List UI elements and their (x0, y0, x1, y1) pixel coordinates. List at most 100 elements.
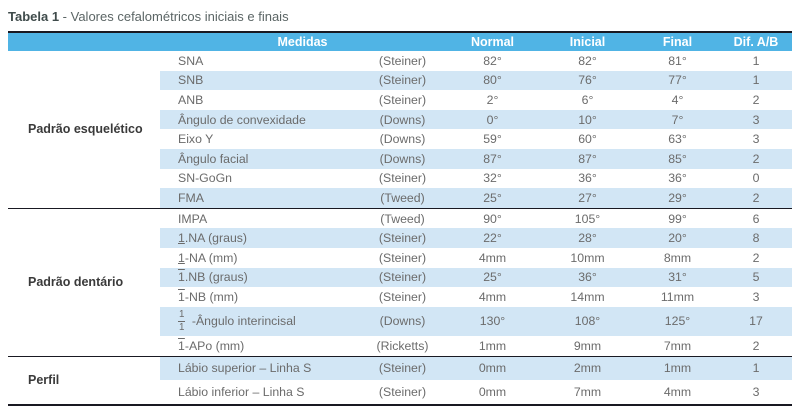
measure-label: Lábio superior – Linha S (178, 361, 312, 376)
cell-final: 29° (668, 190, 687, 205)
cell-dif: 17 (749, 314, 763, 329)
upper-incisor-1: 1 (178, 250, 185, 265)
table-section-1: Padrão esquelético SNA (Steiner) 82° 82° 81° 1… (8, 51, 792, 209)
table-row: Lábio inferior – Linha S (Steiner) 0mm 7mm 4… (160, 380, 792, 404)
cell-normal: 90° (483, 211, 502, 226)
cell-dif: 2 (752, 250, 760, 265)
section-label: Perfil (28, 373, 60, 388)
cell-dif: 1 (752, 73, 760, 88)
section-label: Padrão esquelético (28, 122, 143, 137)
cell-normal: 0mm (478, 384, 507, 399)
cell-method: (Downs) (379, 151, 426, 166)
cell-measure: IMPA (160, 212, 360, 226)
cell-normal: 82° (483, 53, 502, 68)
table-row: 1 -NA (mm) (Steiner) 4mm 10mm 8mm 2 (160, 248, 792, 268)
header-dif: Dif. A/B (733, 35, 779, 49)
section-label: Padrão dentário (28, 275, 124, 290)
cell-final: 99° (668, 211, 687, 226)
measure-label: -Ângulo interincisal (188, 314, 296, 329)
cell-dif: 1 (752, 361, 760, 376)
header-medidas: Medidas (277, 35, 328, 49)
cell-dif: 3 (752, 132, 760, 147)
lower-incisor-1: 1 (178, 270, 185, 285)
cell-method: (Steiner) (378, 73, 427, 88)
cell-dif: 3 (752, 112, 760, 127)
cell-inicial: 2mm (573, 361, 602, 376)
cell-method: (Downs) (379, 132, 426, 147)
measure-label: Ângulo facial (178, 151, 249, 166)
cell-inicial: 87° (578, 151, 597, 166)
section-rows: Lábio superior – Linha S (Steiner) 0mm 2mm 1… (160, 356, 792, 404)
cell-measure: 1 .NB (graus) (160, 270, 360, 284)
table-caption-label: Tabela 1 (8, 9, 60, 24)
cell-inicial: 36° (578, 171, 597, 186)
cell-normal: 25° (483, 190, 502, 205)
cell-inicial: 108° (574, 314, 601, 329)
cell-method: (Steiner) (378, 384, 427, 399)
cell-final: 7mm (663, 338, 692, 353)
cell-measure: Eixo Y (160, 132, 360, 146)
measure-label: .NB (graus) (184, 270, 248, 285)
cell-measure: 1 .NA (graus) (160, 231, 360, 245)
cell-dif: 2 (752, 92, 760, 107)
table-row: Ângulo facial (Downs) 87° 87° 85° 2 (160, 148, 792, 169)
table-caption-text: - Valores cefalométricos iniciais e fina… (59, 9, 289, 24)
section-rows: IMPA (Tweed) 90° 105° 99° 6 1 .NA (graus) (Stein… (160, 209, 792, 356)
cell-final: 63° (668, 132, 687, 147)
cell-normal: 32° (483, 171, 502, 186)
table-body: Padrão esquelético SNA (Steiner) 82° 82° 81° 1… (8, 51, 792, 406)
upper-incisor-1: 1 (178, 231, 185, 246)
cell-inicial: 27° (578, 190, 597, 205)
cell-method: (Tweed) (380, 211, 425, 226)
table-row: Lábio superior – Linha S (Steiner) 0mm 2mm 1… (160, 356, 792, 381)
table-row: IMPA (Tweed) 90° 105° 99° 6 (160, 209, 792, 229)
cell-method: (Steiner) (378, 361, 427, 376)
cell-normal: 1mm (478, 338, 507, 353)
cell-measure: Lábio inferior – Linha S (160, 385, 360, 399)
cell-method: (Steiner) (378, 231, 427, 246)
cell-inicial: 9mm (573, 338, 602, 353)
cell-measure: ANB (160, 93, 360, 107)
table-row: 1 -NB (mm) (Steiner) 4mm 14mm 11mm 3 (160, 287, 792, 307)
cell-dif: 5 (752, 270, 760, 285)
cell-normal: 0mm (478, 361, 507, 376)
cell-normal: 25° (483, 270, 502, 285)
cell-inicial: 60° (578, 132, 597, 147)
cell-final: 36° (668, 171, 687, 186)
cell-final: 11mm (660, 289, 695, 304)
cell-method: (Steiner) (378, 289, 427, 304)
table-row: Ângulo de convexidade (Downs) 0° 10° 7° 3 (160, 109, 792, 130)
cell-inicial: 7mm (573, 384, 602, 399)
table-section-2: Padrão dentário IMPA (Tweed) 90° 105° 99° 6 1 .N… (8, 209, 792, 357)
table-row: Eixo Y (Downs) 59° 60° 63° 3 (160, 129, 792, 149)
cell-normal: 59° (483, 132, 502, 147)
cell-measure: SNA (160, 54, 360, 68)
cell-measure: 1 -NA (mm) (160, 251, 360, 265)
cell-normal: 2° (486, 92, 499, 107)
cell-dif: 8 (752, 231, 760, 246)
table-row: ANB (Steiner) 2° 6° 4° 2 (160, 90, 792, 110)
table-section-3: Perfil Lábio superior – Linha S (Steiner) 0… (8, 356, 792, 406)
measure-label: Eixo Y (178, 132, 214, 147)
cell-normal: 22° (483, 231, 502, 246)
lower-incisor-1: 1 (178, 289, 185, 304)
cell-normal: 4mm (478, 289, 507, 304)
measure-label: Lábio inferior – Linha S (178, 384, 305, 399)
cell-normal: 80° (483, 73, 502, 88)
measure-label: .NA (graus) (184, 231, 248, 246)
cell-inicial: 28° (578, 231, 597, 246)
header-final: Final (662, 35, 693, 49)
upper-incisor-1: 1 (178, 308, 186, 322)
measure-label: SN-GoGn (178, 171, 232, 186)
cephalometric-table: Medidas Normal Inicial Final Dif. A/B Pa… (8, 31, 792, 406)
cell-method: (Ricketts) (376, 338, 429, 353)
header-inicial: Inicial (569, 35, 606, 49)
table-caption: Tabela 1 - Valores cefalométricos inicia… (0, 0, 800, 24)
table-row: SN-GoGn (Steiner) 32° 36° 36° 0 (160, 169, 792, 189)
cell-method: (Steiner) (378, 53, 427, 68)
cell-normal: 4mm (478, 250, 507, 265)
cell-method: (Steiner) (378, 92, 427, 107)
measure-label: Ângulo de convexidade (178, 112, 306, 127)
cell-final: 81° (668, 53, 687, 68)
